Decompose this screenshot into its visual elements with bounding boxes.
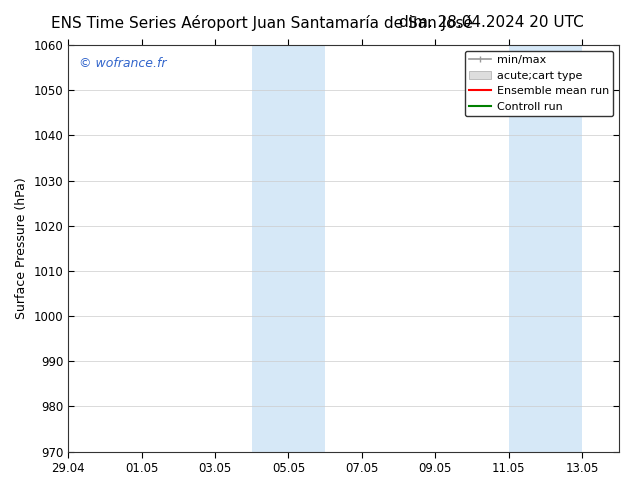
Legend: min/max, acute;cart type, Ensemble mean run, Controll run: min/max, acute;cart type, Ensemble mean …	[465, 50, 614, 116]
Text: ENS Time Series Aéroport Juan Santamaría de San José: ENS Time Series Aéroport Juan Santamaría…	[51, 15, 473, 31]
Text: © wofrance.fr: © wofrance.fr	[79, 57, 167, 70]
Text: dim. 28.04.2024 20 UTC: dim. 28.04.2024 20 UTC	[399, 15, 583, 30]
Y-axis label: Surface Pressure (hPa): Surface Pressure (hPa)	[15, 177, 28, 319]
Bar	[509, 45, 582, 452]
Bar	[252, 45, 325, 452]
